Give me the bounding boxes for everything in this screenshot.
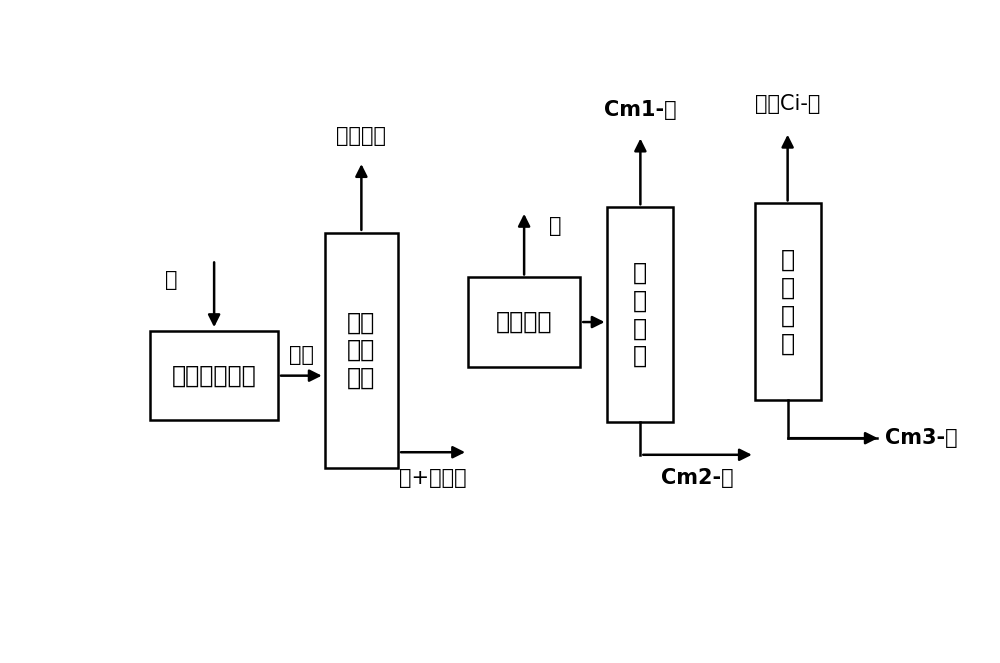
Text: Cm3-蒽: Cm3-蒽 bbox=[885, 428, 957, 448]
Text: 反应溶剂: 反应溶剂 bbox=[336, 126, 386, 146]
Text: 蒽制备烷基蒽: 蒽制备烷基蒽 bbox=[172, 364, 256, 388]
Text: 蒽: 蒽 bbox=[165, 270, 178, 290]
Text: Cm1-蒽: Cm1-蒽 bbox=[604, 100, 677, 120]
Text: Cm2-蒽: Cm2-蒽 bbox=[661, 468, 734, 488]
Text: 蒽: 蒽 bbox=[549, 216, 561, 236]
Bar bbox=[325, 233, 398, 467]
Text: 分离
反应
溶剂: 分离 反应 溶剂 bbox=[347, 310, 376, 390]
Bar bbox=[468, 277, 580, 367]
Bar bbox=[607, 207, 673, 422]
Text: 熔融结晶: 熔融结晶 bbox=[496, 310, 552, 334]
Text: 蒽+烷基蒽: 蒽+烷基蒽 bbox=[399, 468, 467, 488]
Bar bbox=[755, 204, 821, 400]
Text: 第
四
蒸
馏: 第 四 蒸 馏 bbox=[781, 248, 795, 355]
Text: 产物: 产物 bbox=[289, 345, 314, 365]
Text: 第
三
蒸
馏: 第 三 蒸 馏 bbox=[633, 261, 647, 368]
Bar bbox=[150, 331, 278, 420]
Text: 产品Ci-蒽: 产品Ci-蒽 bbox=[755, 93, 820, 114]
